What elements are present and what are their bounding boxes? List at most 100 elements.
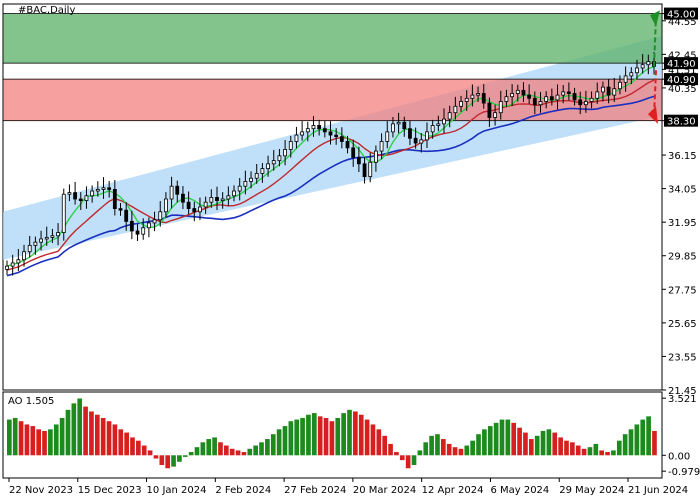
candle-body — [379, 141, 384, 152]
candle-body — [266, 163, 270, 170]
y-tick-label: 25.65 — [668, 319, 697, 330]
ao-bar — [18, 421, 24, 456]
ao-bar — [241, 452, 247, 456]
ao-bar — [282, 426, 288, 456]
ao-bar — [276, 429, 282, 456]
ao-bar — [534, 435, 540, 456]
x-tick-label: 10 Jan 2024 — [147, 485, 207, 496]
slow-ma-line — [6, 95, 655, 277]
candle-body — [362, 163, 367, 178]
y-tick-label: 27.75 — [668, 285, 697, 296]
ao-bar — [65, 409, 71, 456]
ao-bar — [493, 422, 499, 456]
candle-body — [515, 89, 520, 94]
ao-bar — [118, 429, 124, 456]
candle-body — [470, 94, 475, 99]
ao-bar — [517, 427, 522, 456]
ao-bar — [141, 445, 147, 456]
candle-body — [118, 208, 123, 211]
candle-body — [646, 61, 651, 66]
ao-label: AO 1.505 — [8, 396, 54, 407]
ao-bar — [605, 452, 610, 456]
ao-bar — [652, 430, 657, 456]
ao-bar — [218, 442, 223, 456]
ao-bar — [370, 424, 376, 456]
candle-body — [606, 86, 611, 96]
candle-body — [578, 99, 583, 106]
ao-bar — [265, 439, 270, 456]
ao-bar — [335, 417, 341, 456]
y-tick-label: 29.85 — [668, 252, 697, 263]
x-tick-label: 21 Jun 2024 — [628, 485, 688, 496]
candle-body — [181, 193, 185, 203]
candle-body — [425, 131, 429, 141]
candle-body — [442, 118, 446, 125]
ao-bar — [200, 442, 206, 456]
ao-y-tick-label: -0.979 — [668, 467, 700, 478]
candle-body — [33, 241, 38, 246]
ao-bar — [112, 424, 118, 456]
candle-body — [152, 219, 157, 224]
ao-bar — [317, 416, 323, 456]
candle-body — [493, 112, 497, 118]
price-label-box — [664, 73, 698, 86]
candle-body — [84, 195, 89, 201]
candle-body — [260, 168, 265, 174]
y-tick-label: 44.55 — [668, 17, 697, 28]
ao-bar — [106, 421, 112, 456]
candle-body — [629, 72, 634, 77]
candle-body — [311, 125, 316, 130]
y-tick-label: 41.51 — [668, 65, 697, 76]
ao-y-tick-label: 3.521 — [668, 394, 697, 405]
candle-body — [385, 131, 390, 142]
ao-bar — [464, 445, 470, 456]
ao-bar — [347, 409, 352, 456]
ao-bar — [511, 422, 517, 456]
ao-bar — [94, 414, 100, 456]
ao-bar — [270, 434, 276, 456]
x-tick-label: 6 May 2024 — [490, 485, 549, 496]
ao-bar — [382, 435, 388, 456]
candle-body — [498, 101, 503, 114]
ao-bar — [247, 448, 253, 456]
candle-body — [283, 149, 287, 157]
candle-body — [583, 101, 588, 106]
candle-body — [430, 125, 435, 133]
candle-body — [39, 238, 43, 243]
price-label: 45.00 — [667, 10, 696, 21]
candle-body — [50, 235, 55, 238]
ao-bar — [399, 455, 405, 461]
candle-body — [549, 96, 554, 101]
ao-bar — [229, 448, 235, 456]
candle-body — [5, 265, 9, 270]
candle-body — [396, 121, 401, 125]
candle-body — [158, 211, 163, 221]
candle-body — [521, 89, 526, 96]
ao-bar — [353, 411, 358, 456]
candle-body — [601, 86, 605, 93]
candle-body — [101, 187, 106, 190]
ao-bar — [53, 424, 59, 456]
ao-bar — [446, 443, 452, 456]
candle-body — [135, 230, 140, 235]
candle-body — [635, 67, 639, 74]
price-label-box — [664, 57, 698, 70]
candle-body — [249, 177, 253, 182]
candle-body — [175, 185, 180, 195]
candle-body — [220, 198, 225, 201]
candle-body — [169, 185, 174, 200]
y-tick-label: 23.55 — [668, 352, 697, 363]
ao-bar — [411, 455, 417, 466]
candle-body — [10, 262, 15, 267]
ao-bar — [165, 455, 171, 469]
ao-bar — [171, 455, 176, 467]
ao-bar — [212, 437, 217, 456]
x-tick-label: 2 Feb 2024 — [215, 485, 271, 496]
ao-bar — [30, 426, 36, 456]
candle-body — [464, 97, 469, 102]
y-tick-label: 40.35 — [668, 84, 697, 95]
candle-body — [16, 259, 21, 264]
candle-body — [504, 96, 509, 102]
ao-bar — [306, 414, 311, 456]
